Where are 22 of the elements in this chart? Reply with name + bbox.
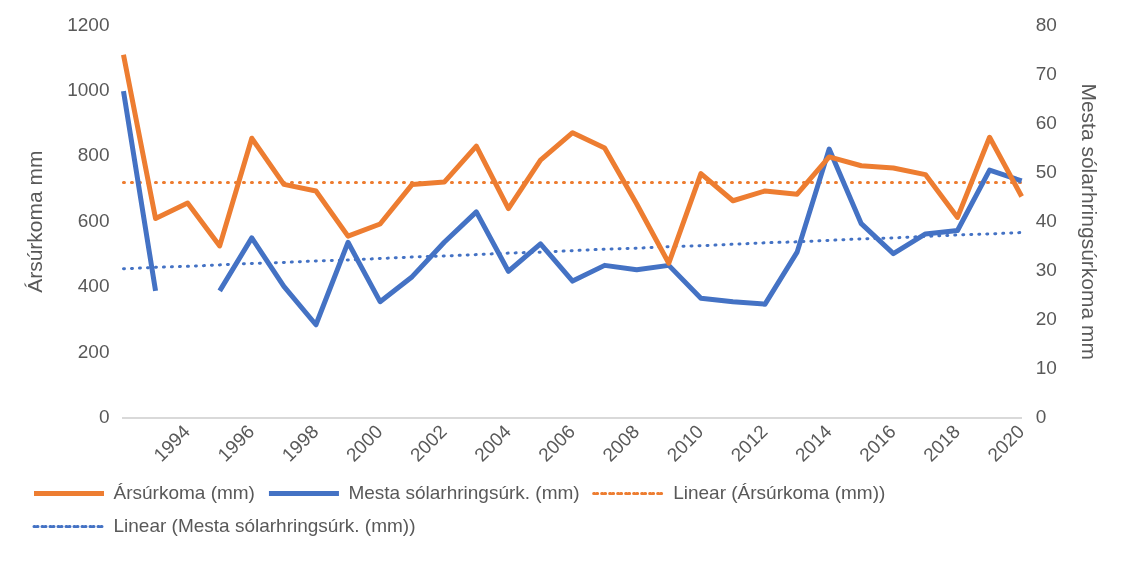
y-tick-label: 200	[77, 340, 110, 362]
legend-label: Linear (Mesta sólarhringsúrk. (mm))	[113, 514, 416, 536]
y-tick-label: 1000	[67, 79, 110, 101]
y-tick-label: 800	[77, 144, 110, 166]
y-tick-label: 400	[77, 275, 110, 297]
y2-tick-label: 20	[1035, 308, 1057, 330]
y-tick-label: 0	[98, 406, 110, 428]
y-tick-label: 600	[77, 209, 110, 231]
y2-tick-label: 0	[1035, 406, 1047, 428]
y-axis-title: Ársúrkoma mm	[23, 150, 47, 293]
legend-label: Linear (Ársúrkoma (mm))	[673, 481, 886, 503]
y2-tick-label: 40	[1035, 209, 1057, 231]
y2-tick-label: 80	[1035, 13, 1057, 35]
y2-tick-label: 10	[1035, 357, 1057, 379]
y2-tick-label: 50	[1035, 160, 1057, 182]
legend-label: Ársúrkoma (mm)	[113, 481, 255, 503]
y-tick-label: 1200	[67, 13, 110, 35]
y2-tick-label: 30	[1035, 259, 1057, 280]
y2-axis-title: Mesta sólarhringsúrkoma mm	[1077, 83, 1101, 360]
y2-tick-label: 60	[1035, 111, 1057, 133]
y2-tick-label: 70	[1035, 62, 1057, 84]
legend-label: Mesta sólarhringsúrk. (mm)	[348, 481, 580, 503]
